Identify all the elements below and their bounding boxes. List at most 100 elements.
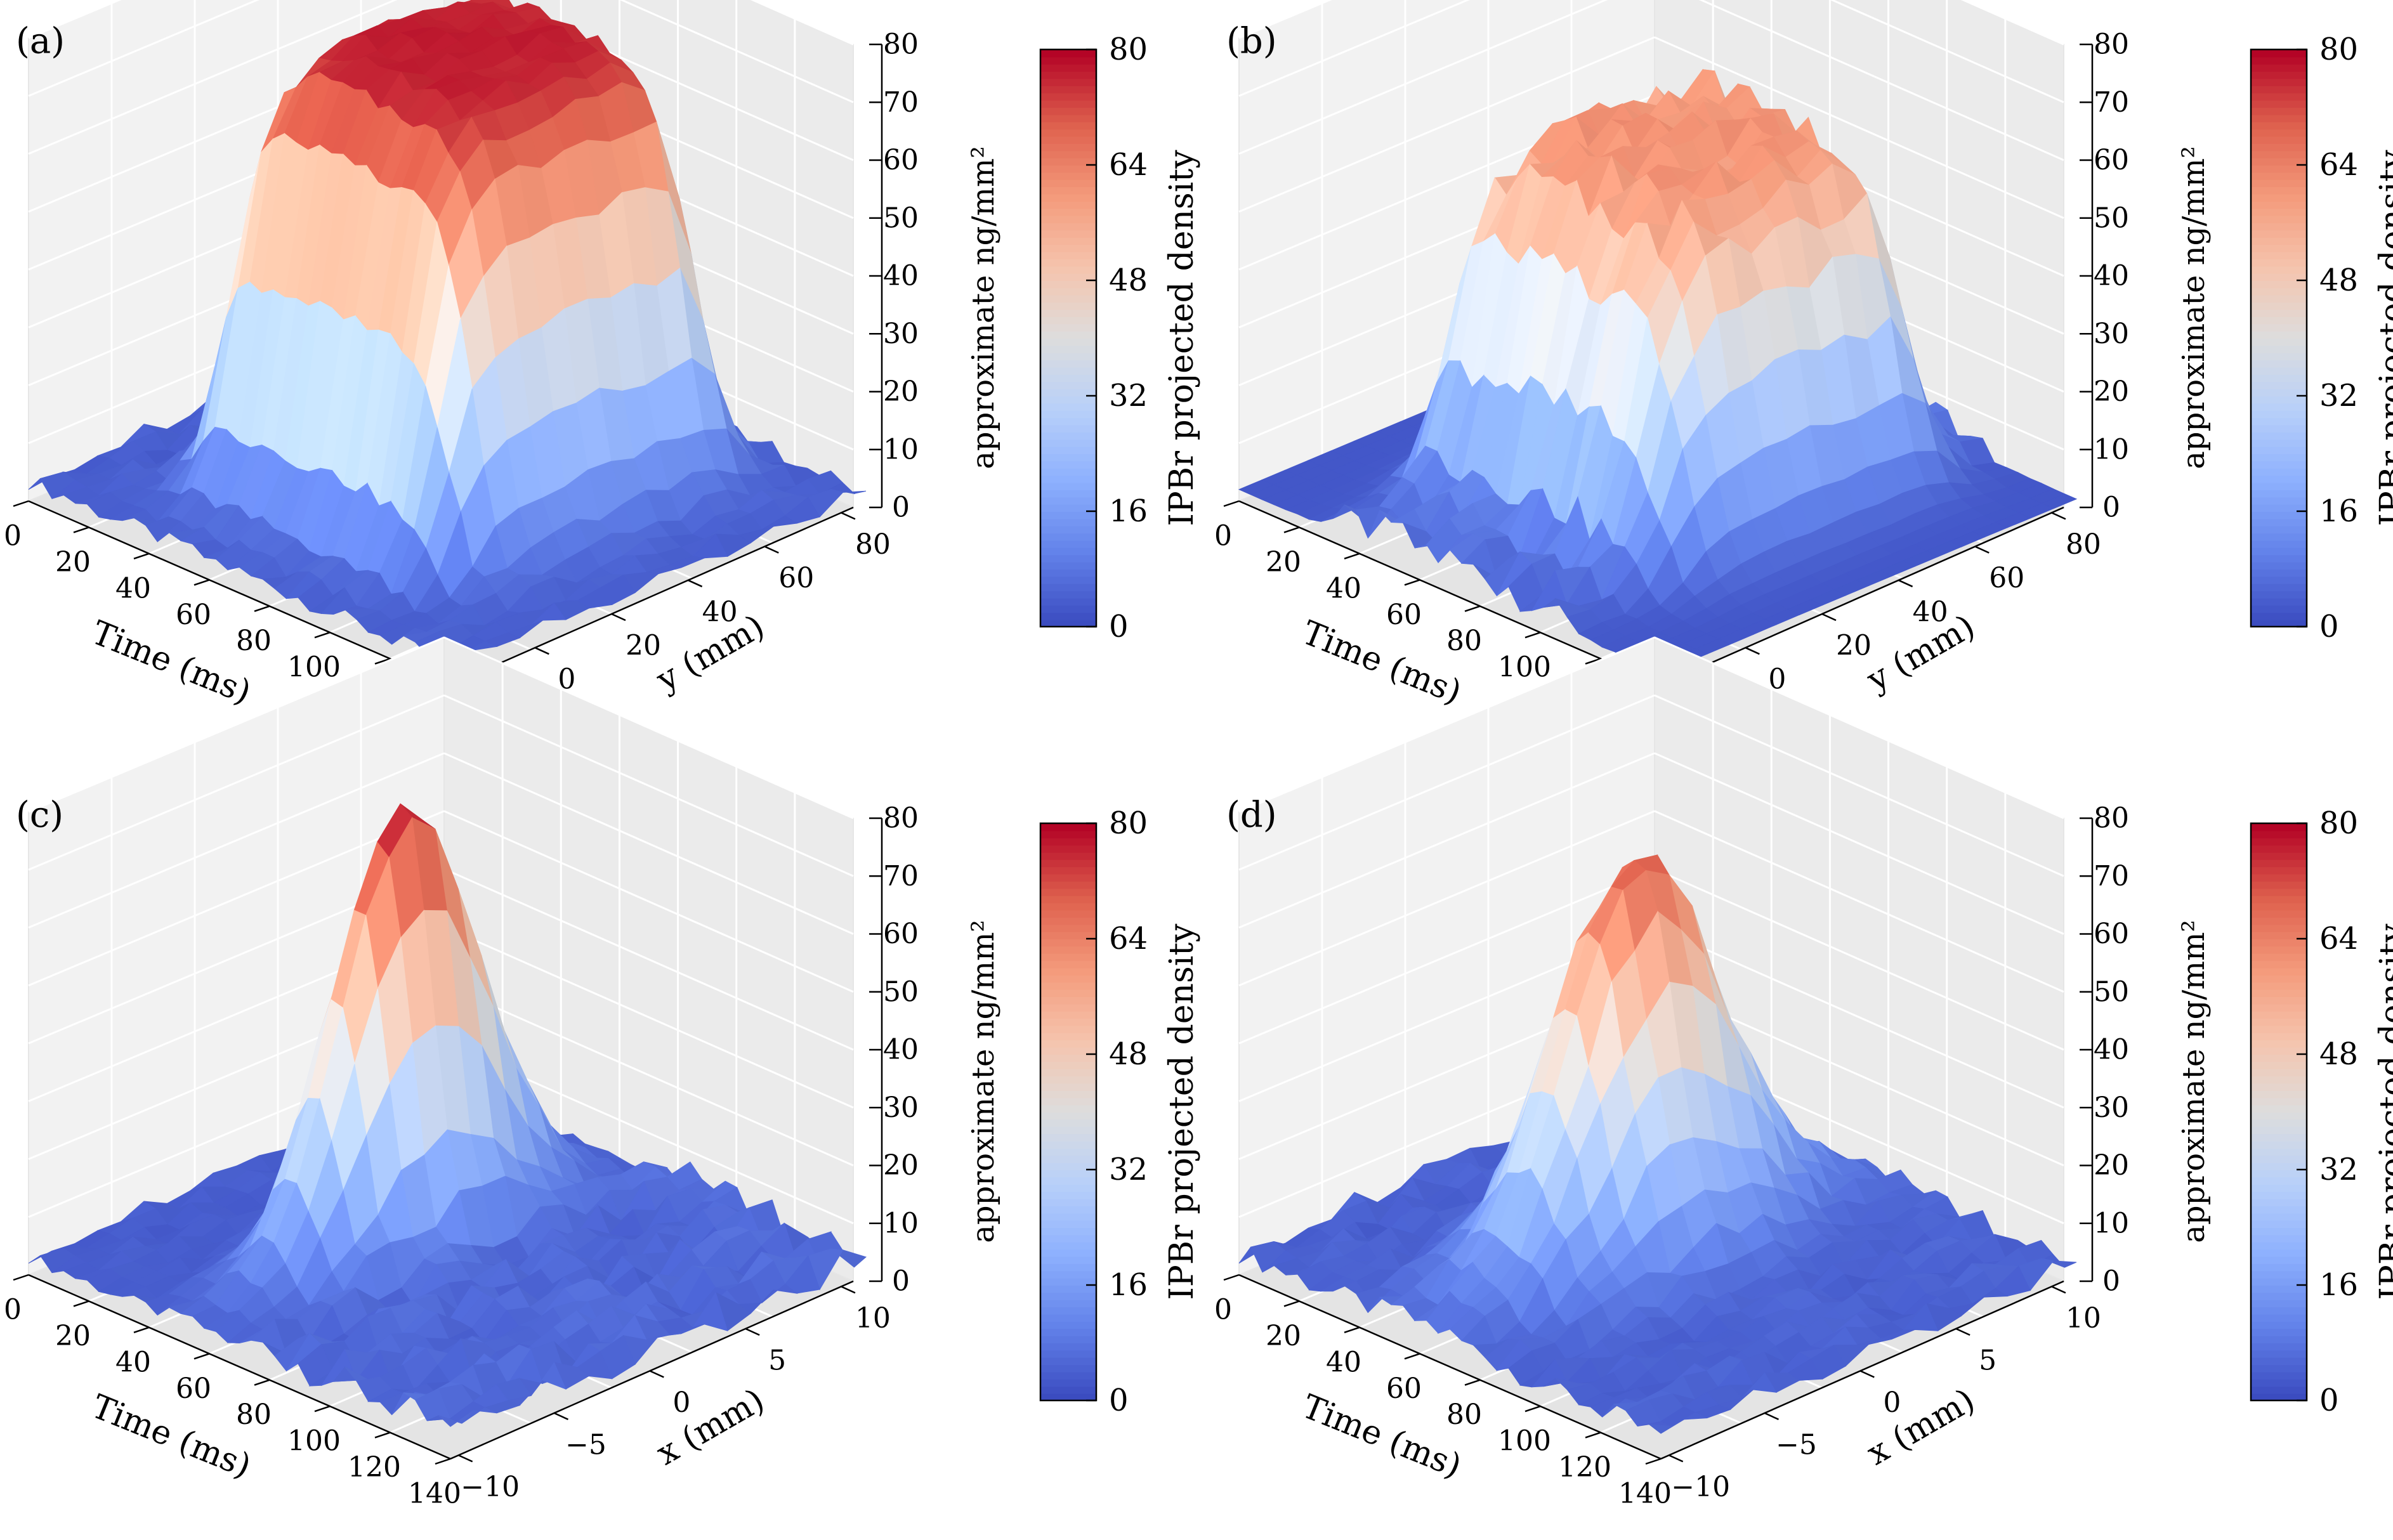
time-tick-label: 100 (287, 1425, 341, 1458)
time-tick-label: 40 (115, 572, 151, 604)
time-tick (1344, 1326, 1360, 1334)
z-tick-label: 40 (883, 1034, 919, 1066)
time-tick-label: 100 (1498, 651, 1551, 684)
time-tick (435, 1458, 451, 1465)
colorbar-segment (1040, 1104, 1096, 1113)
z-tick-label: 70 (2094, 860, 2129, 892)
z-tick-label: 10 (2094, 1207, 2129, 1239)
colorbar-segment (1040, 56, 1096, 65)
colorbar-tick-label: 0 (2319, 609, 2339, 644)
colorbar-segment (2251, 258, 2307, 267)
z-tick-label: 50 (883, 976, 919, 1008)
z-axis-label: approximate ng/mm² (2176, 920, 2212, 1243)
time-tick (73, 526, 89, 533)
y-axis-line (1660, 506, 2064, 686)
colorbar-segment (2251, 100, 2307, 108)
colorbar-segment (2251, 200, 2307, 209)
time-tick (1585, 1432, 1601, 1439)
colorbar-segment (1040, 504, 1096, 512)
time-axis-label: Time (ms) (86, 1388, 256, 1486)
colorbar-segment (1040, 338, 1096, 346)
colorbar-segment (2251, 294, 2307, 303)
colorbar-segment (2251, 417, 2307, 426)
colorbar-segment (1040, 454, 1096, 462)
colorbar-segment (2251, 960, 2307, 969)
colorbar-segment (1040, 309, 1096, 317)
colorbar-segment (2251, 591, 2307, 599)
colorbar-segment (1040, 388, 1096, 396)
y-tick (841, 512, 856, 520)
colorbar-segment (2251, 504, 2307, 512)
time-tick (193, 1353, 210, 1360)
colorbar-segment (1040, 1350, 1096, 1358)
colorbar-segment (1040, 895, 1096, 904)
time-tick-label: 40 (115, 1346, 151, 1378)
colorbar-segment (2251, 1285, 2307, 1293)
time-axis-line (1238, 1274, 1662, 1460)
time-tick-label: 80 (1446, 1399, 1482, 1431)
colorbar-segment (1040, 1025, 1096, 1033)
y-tick-label: 40 (702, 596, 738, 628)
colorbar-segment (2251, 1364, 2307, 1373)
colorbar-segment (2251, 917, 2307, 925)
colorbar-segment (2251, 1126, 2307, 1135)
colorbar-segment (2251, 107, 2307, 115)
colorbar-segment (1040, 1256, 1096, 1264)
colorbar-segment (2251, 1162, 2307, 1170)
z-tick-label: 30 (883, 318, 919, 350)
z-axis-label: approximate ng/mm² (2176, 146, 2212, 469)
colorbar-segment (2251, 230, 2307, 238)
y-axis-line (1660, 1280, 2064, 1460)
colorbar-segment (1040, 1191, 1096, 1199)
colorbar-segment (2251, 1133, 2307, 1142)
y-tick-label: 5 (1979, 1344, 1996, 1376)
colorbar-segment (2251, 208, 2307, 216)
y-tick-label: 0 (672, 1387, 690, 1419)
colorbar-segment (2251, 1220, 2307, 1228)
y-tick-label: −10 (1671, 1471, 1730, 1503)
colorbar-segment (1040, 931, 1096, 939)
colorbar-segment (2251, 873, 2307, 882)
colorbar-segment (2251, 1357, 2307, 1366)
colorbar-segment (2251, 345, 2307, 353)
colorbar-segment (1040, 1040, 1096, 1048)
y-tick (649, 1370, 664, 1378)
colorbar-segment (1040, 193, 1096, 202)
colorbar-segment (1040, 63, 1096, 72)
z-tick-label: 40 (883, 260, 919, 292)
colorbar-segment (1040, 215, 1096, 223)
colorbar-segment (1040, 1241, 1096, 1250)
colorbar-segment (1040, 1018, 1096, 1026)
colorbar-segment (1040, 533, 1096, 541)
z-tick-label: 60 (883, 918, 919, 950)
y-tick-label: 0 (1883, 1387, 1901, 1419)
colorbar-segment (2251, 454, 2307, 462)
colorbar-segment (2251, 910, 2307, 918)
colorbar-segment (2251, 547, 2307, 556)
colorbar-segment (2251, 895, 2307, 904)
colorbar-segment (2251, 1386, 2307, 1394)
colorbar-segment (2251, 143, 2307, 152)
z-tick-label: 60 (2094, 918, 2129, 950)
colorbar-segment (2251, 244, 2307, 252)
colorbar-segment (1040, 1307, 1096, 1315)
colorbar-segment (1040, 223, 1096, 231)
colorbar-segment (1040, 518, 1096, 526)
panel-label: (d) (1226, 795, 1277, 836)
y-tick (764, 545, 779, 554)
colorbar-tick-label: 64 (1109, 147, 1148, 183)
time-tick-label: 80 (236, 1399, 272, 1431)
colorbar-segment (2251, 251, 2307, 259)
colorbar-segment (2251, 1177, 2307, 1185)
colorbar-segment (1040, 150, 1096, 159)
colorbar-segment (1040, 258, 1096, 267)
time-tick (314, 1405, 331, 1413)
colorbar-segment (1040, 49, 1096, 58)
colorbar-tick-label: 64 (2319, 921, 2358, 956)
colorbar-segment (1040, 244, 1096, 252)
colorbar-segment (2251, 193, 2307, 202)
colorbar-segment (1040, 1032, 1096, 1041)
y-tick-label: 10 (2066, 1302, 2101, 1334)
